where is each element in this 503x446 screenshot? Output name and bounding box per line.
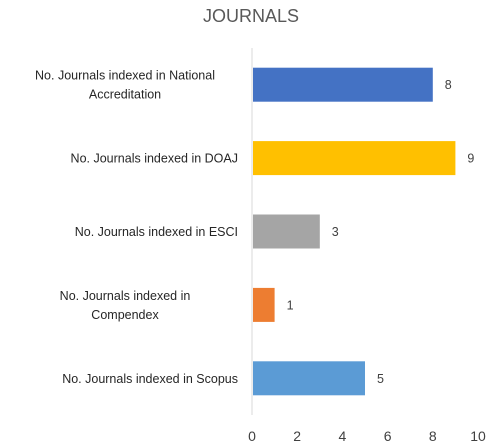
category-label-0-line-1: Accreditation xyxy=(89,88,161,102)
data-label-2: 3 xyxy=(332,225,339,239)
data-label-3: 1 xyxy=(287,298,294,312)
category-label-2-line-0: No. Journals indexed in ESCI xyxy=(75,225,238,239)
bar-2 xyxy=(253,214,320,249)
category-label-0: No. Journals indexed in National Accredit… xyxy=(35,69,215,102)
category-label-1: No. Journals indexed in DOAJ xyxy=(71,152,238,166)
category-label-1-line-0: No. Journals indexed in DOAJ xyxy=(71,152,238,166)
data-label-4: 5 xyxy=(377,372,384,386)
x-tick-label-3: 6 xyxy=(384,428,392,444)
bar-3 xyxy=(253,287,275,322)
category-label-4: No. Journals indexed in Scopus xyxy=(62,372,238,386)
category-label-2: No. Journals indexed in ESCI xyxy=(75,225,238,239)
category-label-0-line-0: No. Journals indexed in National xyxy=(35,69,215,83)
data-label-0: 8 xyxy=(445,78,452,92)
chart-title: JOURNALS xyxy=(203,6,299,26)
bars-layer xyxy=(253,67,456,396)
category-label-3: No. Journals indexed in Compendex xyxy=(60,289,191,322)
x-tick-label-2: 4 xyxy=(339,428,347,444)
value-labels-layer: 8 9 3 1 5 xyxy=(287,78,475,386)
category-label-4-line-0: No. Journals indexed in Scopus xyxy=(62,372,238,386)
x-tick-label-5: 10 xyxy=(470,428,486,444)
category-label-3-line-1: Compendex xyxy=(91,308,159,322)
data-label-1: 9 xyxy=(467,152,474,166)
x-tick-label-1: 2 xyxy=(293,428,301,444)
x-axis-ticks-layer: 0 2 4 6 8 10 xyxy=(248,428,486,444)
x-tick-label-4: 8 xyxy=(429,428,437,444)
x-tick-label-0: 0 xyxy=(248,428,256,444)
bar-4 xyxy=(253,361,365,396)
category-label-3-line-0: No. Journals indexed in xyxy=(60,289,191,303)
category-labels-layer: No. Journals indexed in National Accredit… xyxy=(35,69,238,386)
bar-1 xyxy=(253,141,456,176)
bar-0 xyxy=(253,67,433,102)
